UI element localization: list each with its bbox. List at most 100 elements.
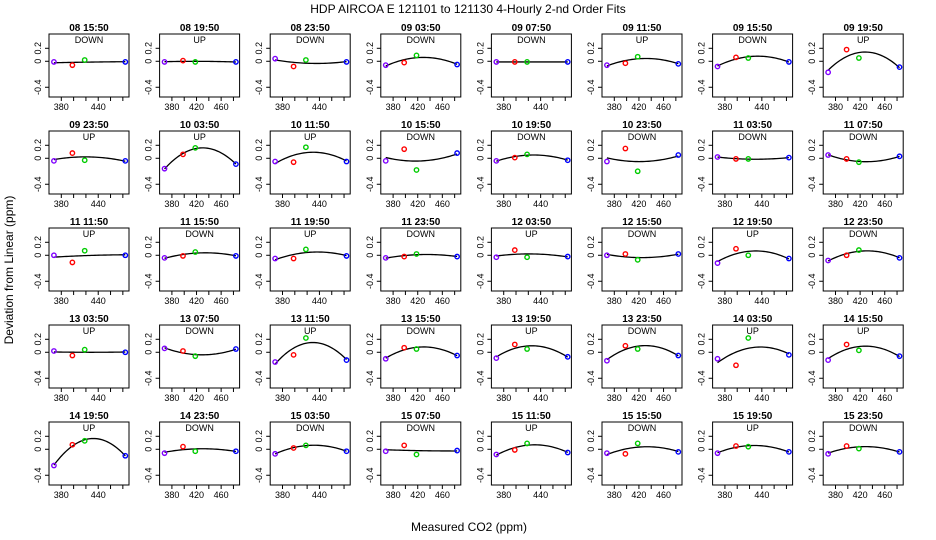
data-point	[382, 157, 389, 164]
data-point	[511, 154, 518, 161]
y-tick-label: 0	[365, 253, 375, 258]
y-tick-label: 0	[697, 253, 707, 258]
panel-frame	[269, 421, 351, 486]
x-tick-label: 440	[754, 393, 769, 403]
fit-curve	[164, 60, 236, 63]
panel-title: 11 23:50	[401, 217, 440, 228]
x-tick-label: 460	[214, 296, 229, 306]
panel-frame	[712, 324, 794, 389]
panel-title: 14 23:50	[180, 411, 220, 422]
x-tick-label: 380	[717, 199, 732, 209]
x-tick-label: 460	[435, 199, 450, 209]
panel-title: 10 03:50	[180, 120, 220, 131]
panel-direction: DOWN	[185, 326, 214, 336]
x-tick-label: 380	[54, 490, 69, 500]
panel-title: 09 03:50	[401, 23, 441, 34]
data-point	[604, 252, 610, 259]
y-tick-label: 0.2	[697, 333, 707, 346]
panel-frame	[269, 227, 351, 292]
y-tick-label: 0.2	[365, 333, 375, 346]
panel-frame	[380, 33, 462, 98]
data-point	[272, 158, 279, 165]
x-tick-label: 460	[877, 490, 892, 500]
data-point	[745, 335, 752, 341]
figure-title: HDP AIRCOA E 121101 to 121130 4-Hourly 2…	[310, 2, 626, 16]
x-tick-label: 380	[496, 102, 511, 112]
data-point	[343, 253, 350, 259]
data-point	[524, 346, 530, 352]
data-point	[302, 335, 309, 341]
y-tick-label: -0.4	[586, 273, 596, 289]
y-tick-label: -0.4	[697, 79, 707, 95]
x-tick-label: 420	[189, 102, 204, 112]
x-tick-label: 380	[386, 296, 401, 306]
y-tick-label: 0	[475, 156, 485, 161]
x-tick-label: 420	[410, 199, 425, 209]
data-point	[675, 352, 682, 359]
panel-direction: DOWN	[75, 35, 104, 45]
panel-direction: UP	[525, 423, 538, 433]
x-tick-label: 460	[877, 393, 892, 403]
data-point	[855, 55, 862, 61]
y-tick-label: 0.2	[144, 236, 154, 249]
data-point	[511, 247, 518, 253]
data-point	[786, 448, 792, 455]
y-tick-label: 0	[697, 59, 707, 64]
y-tick-label: 0	[586, 156, 596, 161]
panel-direction: DOWN	[185, 423, 214, 433]
data-point	[401, 442, 408, 449]
data-point	[233, 346, 239, 352]
panel-frame	[380, 421, 462, 486]
fit-curve	[496, 154, 568, 162]
x-tick-label: 460	[214, 102, 229, 112]
panel-title: 13 07:50	[180, 314, 220, 325]
x-tick-label: 460	[656, 393, 671, 403]
x-tick-label: 380	[496, 296, 511, 306]
data-point	[896, 448, 903, 455]
y-tick-label: -0.4	[33, 79, 43, 95]
panel-direction: DOWN	[628, 326, 657, 336]
fit-curve	[606, 446, 679, 456]
panel-title: 14 03:50	[733, 314, 773, 325]
panel-direction: DOWN	[296, 423, 325, 433]
data-point	[896, 153, 903, 160]
fit-curve	[496, 444, 568, 456]
data-point	[122, 157, 129, 164]
x-tick-label: 380	[607, 490, 622, 500]
y-tick-label: 0	[475, 59, 485, 64]
x-tick-label: 380	[54, 199, 69, 209]
y-tick-label: -0.4	[586, 370, 596, 386]
y-tick-label: -0.4	[254, 176, 264, 192]
data-point	[290, 445, 297, 451]
data-point	[302, 442, 309, 449]
x-tick-label: 440	[754, 199, 769, 209]
data-point	[714, 260, 721, 266]
panel-title: 15 07:50	[401, 411, 441, 422]
panel-frame	[48, 324, 130, 389]
data-point	[81, 57, 88, 63]
panel-direction: UP	[83, 229, 96, 239]
fit-curve	[717, 346, 790, 364]
data-point	[843, 341, 850, 348]
x-tick-label: 380	[607, 296, 622, 306]
y-tick-label: 0.2	[365, 236, 375, 249]
x-tick-label: 380	[164, 102, 179, 112]
data-point	[81, 437, 88, 444]
panel-direction: DOWN	[849, 423, 878, 433]
panel-frame	[712, 227, 794, 292]
data-point	[122, 349, 129, 356]
x-tick-label: 380	[275, 296, 290, 306]
y-tick-label: 0	[586, 350, 596, 355]
y-tick-label: 0	[697, 156, 707, 161]
data-point	[122, 252, 129, 259]
